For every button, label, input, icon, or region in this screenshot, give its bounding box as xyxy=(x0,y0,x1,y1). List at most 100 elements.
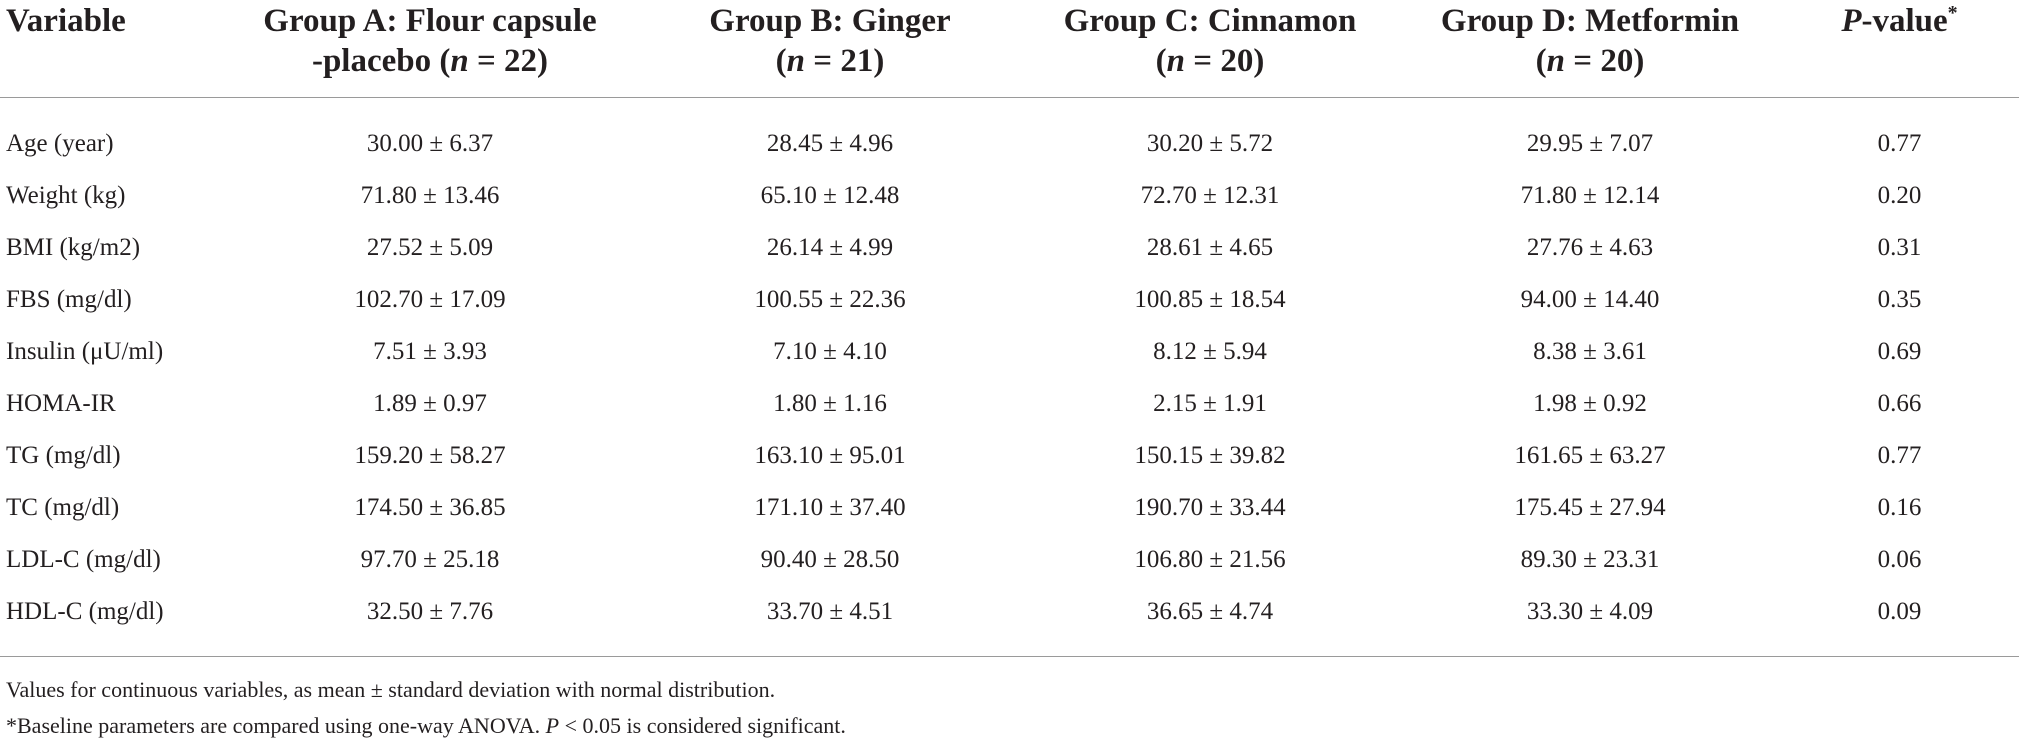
cell-group-c: 190.70 ± 33.44 xyxy=(1134,494,1286,521)
cell-group-a: 1.89 ± 0.97 xyxy=(373,390,487,417)
header-group-c-line2-pre: ( xyxy=(1155,43,1167,79)
cell-p-value: 0.77 xyxy=(1877,442,1922,469)
footnote-p-symbol: P xyxy=(545,713,560,738)
cell-p-value: 0.35 xyxy=(1877,286,1922,313)
cell-group-a: 27.52 ± 5.09 xyxy=(366,234,494,261)
table-row: FBS (mg/dl) 102.70 ± 17.09 100.55 ± 22.3… xyxy=(0,274,2019,326)
cell-group-c: 106.80 ± 21.56 xyxy=(1134,546,1286,573)
cell-group-a: 174.50 ± 36.85 xyxy=(354,494,506,521)
cell-group-a: 32.50 ± 7.76 xyxy=(220,586,640,657)
table-row: Weight (kg) 71.80 ± 13.46 65.10 ± 12.48 … xyxy=(0,170,2019,222)
cell-group-d: 29.95 ± 7.07 xyxy=(1526,130,1654,157)
cell-p-value: 0.09 xyxy=(1780,586,2019,657)
table-row: LDL-C (mg/dl) 97.70 ± 25.18 90.40 ± 28.5… xyxy=(0,534,2019,586)
row-label: Insulin (μU/ml) xyxy=(6,338,164,365)
cell-group-c: 30.20 ± 5.72 xyxy=(1146,130,1274,157)
cell-group-d: 27.76 ± 4.63 xyxy=(1526,234,1654,261)
cell-group-c: 100.85 ± 18.54 xyxy=(1134,286,1286,313)
cell-group-b: 65.10 ± 12.48 xyxy=(760,182,900,209)
header-group-d: Group D: Metformin (n = 20) xyxy=(1400,0,1780,98)
table-header-row: Variable Group A: Flour capsule -placebo… xyxy=(0,0,2019,98)
cell-group-c: 28.61 ± 4.65 xyxy=(1146,234,1274,261)
row-label: BMI (kg/m2) xyxy=(6,234,141,261)
cell-group-c: 150.15 ± 39.82 xyxy=(1134,442,1286,469)
header-group-b-line2-pre: ( xyxy=(775,43,787,79)
cell-p-value: 0.69 xyxy=(1877,338,1922,365)
row-label: HDL-C (mg/dl) xyxy=(0,586,220,657)
cell-group-d: 8.38 ± 3.61 xyxy=(1533,338,1647,365)
header-p-value: P-value* xyxy=(1780,0,2019,98)
footnote-anova: *Baseline parameters are compared using … xyxy=(6,708,846,744)
header-group-b-n-symbol: n xyxy=(786,43,806,79)
cell-p-value: 0.16 xyxy=(1877,494,1922,521)
header-group-a-line1: Group A: Flour capsule xyxy=(263,3,597,39)
cell-p-value: 0.77 xyxy=(1877,130,1922,157)
header-group-d-line1: Group D: Metformin xyxy=(1440,3,1740,39)
cell-group-c: 2.15 ± 1.91 xyxy=(1153,390,1267,417)
cell-group-b: 26.14 ± 4.99 xyxy=(766,234,894,261)
cell-p-value: 0.31 xyxy=(1877,234,1922,261)
cell-group-a: 30.00 ± 6.37 xyxy=(366,130,494,157)
table-row: HDL-C (mg/dl) 32.50 ± 7.76 33.70 ± 4.51 … xyxy=(0,586,2019,657)
footnote-values: Values for continuous variables, as mean… xyxy=(6,677,776,702)
header-group-b-line2-post: = 21) xyxy=(805,43,885,79)
header-variable: Variable xyxy=(0,0,220,98)
header-group-d-n-symbol: n xyxy=(1546,43,1566,79)
cell-group-a: 102.70 ± 17.09 xyxy=(354,286,506,313)
table-row: Insulin (μU/ml) 7.51 ± 3.93 7.10 ± 4.10 … xyxy=(0,326,2019,378)
cell-group-b: 7.10 ± 4.10 xyxy=(773,338,887,365)
cell-group-a: 71.80 ± 13.46 xyxy=(360,182,500,209)
cell-group-b: 1.80 ± 1.16 xyxy=(773,390,887,417)
table-row: HOMA-IR 1.89 ± 0.97 1.80 ± 1.16 2.15 ± 1… xyxy=(0,378,2019,430)
cell-group-c: 36.65 ± 4.74 xyxy=(1020,586,1400,657)
header-group-d-line2-pre: ( xyxy=(1535,43,1547,79)
cell-group-b: 90.40 ± 28.50 xyxy=(760,546,900,573)
cell-group-d: 94.00 ± 14.40 xyxy=(1520,286,1660,313)
header-group-a-line2-post: = 22) xyxy=(468,43,549,79)
table-row: TG (mg/dl) 159.20 ± 58.27 163.10 ± 95.01… xyxy=(0,430,2019,482)
cell-group-b: 28.45 ± 4.96 xyxy=(766,130,894,157)
header-group-a: Group A: Flour capsule -placebo (n = 22) xyxy=(220,0,640,98)
header-group-d-line2-post: = 20) xyxy=(1565,43,1645,79)
cell-group-d: 161.65 ± 63.27 xyxy=(1514,442,1666,469)
cell-group-b: 171.10 ± 37.40 xyxy=(754,494,906,521)
cell-group-a: 97.70 ± 25.18 xyxy=(360,546,500,573)
header-variable-text: Variable xyxy=(6,3,126,39)
table-footnotes: Values for continuous variables, as mean… xyxy=(6,672,846,744)
cell-p-value: 0.66 xyxy=(1877,390,1922,417)
table-row: TC (mg/dl) 174.50 ± 36.85 171.10 ± 37.40… xyxy=(0,482,2019,534)
cell-group-b: 163.10 ± 95.01 xyxy=(754,442,906,469)
cell-p-value: 0.06 xyxy=(1877,546,1922,573)
header-group-a-line2-pre: -placebo ( xyxy=(311,43,451,79)
footnote-anova-post: < 0.05 is considered significant. xyxy=(559,713,846,738)
header-group-c-line1: Group C: Cinnamon xyxy=(1063,3,1357,39)
cell-group-d: 175.45 ± 27.94 xyxy=(1514,494,1666,521)
cell-group-a: 7.51 ± 3.93 xyxy=(373,338,487,365)
cell-group-b: 33.70 ± 4.51 xyxy=(640,586,1020,657)
cell-group-b: 100.55 ± 22.36 xyxy=(754,286,906,313)
table-row: Age (year) 30.00 ± 6.37 28.45 ± 4.96 30.… xyxy=(0,98,2019,171)
header-group-c: Group C: Cinnamon (n = 20) xyxy=(1020,0,1400,98)
baseline-characteristics-table: Variable Group A: Flour capsule -placebo… xyxy=(0,0,2019,657)
header-p-value-rest: -value xyxy=(1861,3,1948,39)
cell-group-d: 89.30 ± 23.31 xyxy=(1520,546,1660,573)
header-group-a-n-symbol: n xyxy=(450,43,469,79)
header-group-b: Group B: Ginger (n = 21) xyxy=(640,0,1020,98)
cell-group-a: 159.20 ± 58.27 xyxy=(354,442,506,469)
table-row: BMI (kg/m2) 27.52 ± 5.09 26.14 ± 4.99 28… xyxy=(0,222,2019,274)
row-label: Weight (kg) xyxy=(6,182,126,209)
row-label: LDL-C (mg/dl) xyxy=(6,546,161,573)
header-p-symbol: P xyxy=(1841,3,1862,39)
row-label: TC (mg/dl) xyxy=(6,494,120,521)
header-group-b-line1: Group B: Ginger xyxy=(709,3,951,39)
cell-group-d: 71.80 ± 12.14 xyxy=(1520,182,1660,209)
footnote-anova-pre: *Baseline parameters are compared using … xyxy=(6,713,546,738)
cell-group-c: 72.70 ± 12.31 xyxy=(1140,182,1280,209)
cell-group-c: 8.12 ± 5.94 xyxy=(1153,338,1267,365)
header-group-c-n-symbol: n xyxy=(1166,43,1186,79)
row-label: FBS (mg/dl) xyxy=(6,286,132,313)
cell-group-d: 1.98 ± 0.92 xyxy=(1533,390,1647,417)
row-label: Age (year) xyxy=(6,130,114,157)
cell-group-d: 33.30 ± 4.09 xyxy=(1400,586,1780,657)
